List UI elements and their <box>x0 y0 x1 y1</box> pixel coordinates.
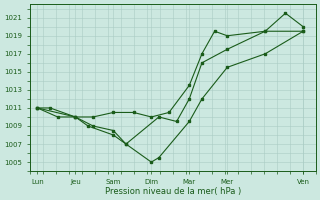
X-axis label: Pression niveau de la mer( hPa ): Pression niveau de la mer( hPa ) <box>105 187 241 196</box>
